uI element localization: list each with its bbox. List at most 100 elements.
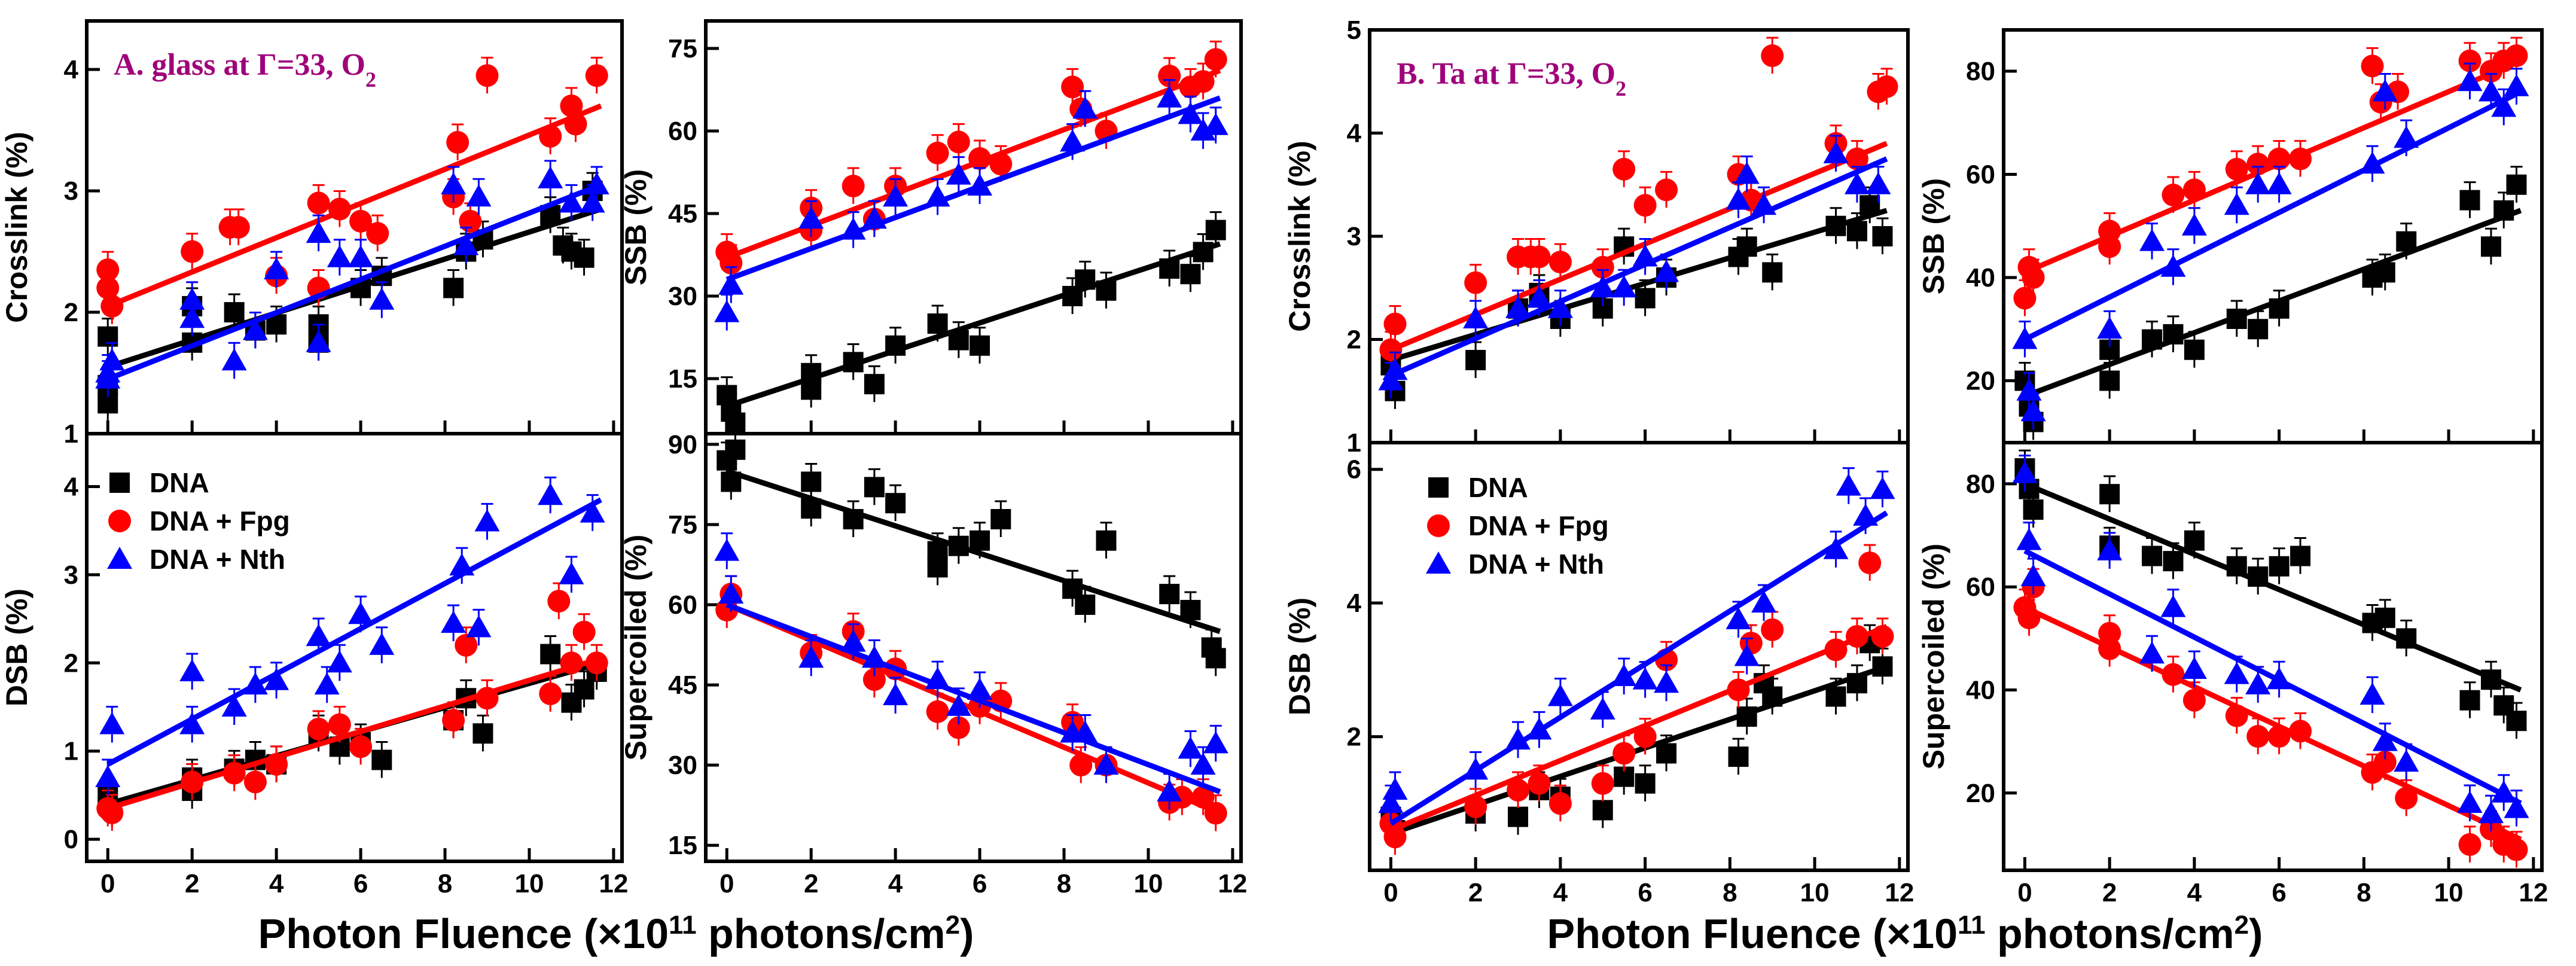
fit-line [1390, 208, 1888, 363]
data-point [2162, 184, 2185, 206]
series-dna-fpg [2013, 36, 2528, 316]
data-point [1528, 245, 1551, 269]
plot-frame [2002, 28, 2544, 444]
fit-line [725, 241, 1221, 409]
data-point [1378, 791, 1404, 813]
data-point [441, 172, 467, 194]
y-tick-label: 15 [668, 831, 697, 860]
data-point [720, 251, 743, 275]
plot-frame [1368, 28, 1910, 444]
data-point [1096, 530, 1117, 551]
data-point [927, 541, 948, 562]
data-point [2269, 556, 2290, 577]
data-point [348, 602, 374, 624]
series-dna-fpg [715, 575, 1227, 831]
data-point [2289, 147, 2312, 170]
data-point [2457, 69, 2483, 92]
data-point [1191, 70, 1215, 93]
data-point [2224, 193, 2249, 215]
series-dna [717, 434, 1226, 676]
data-point [2226, 556, 2247, 577]
data-point [2359, 151, 2385, 174]
data-point [1612, 157, 1636, 181]
data-point [2246, 725, 2270, 748]
data-point [574, 247, 595, 268]
y-axis-label: Crosslink (%) [0, 132, 33, 323]
plot-frame [704, 432, 1243, 863]
data-point [2098, 621, 2121, 645]
y-tick-label: 2 [64, 298, 78, 327]
panel-ta_dsb: 2 4 6 0 2 4 6 8 10 12 DSB (%) [1283, 441, 1914, 907]
data-point [1762, 262, 1783, 283]
data-point [1751, 193, 1777, 215]
y-tick-label: 3 [64, 560, 78, 590]
data-point [306, 330, 331, 352]
data-point [2459, 690, 2480, 711]
series-dna-fpg [715, 40, 1227, 281]
data-point [2504, 796, 2529, 818]
data-point [559, 190, 584, 213]
data-point [2016, 378, 2042, 401]
x-tick-label: 2 [1468, 878, 1483, 907]
data-point [2023, 499, 2044, 520]
x-tick-label: 8 [1723, 878, 1737, 907]
series-dna [717, 211, 1226, 434]
data-point [2478, 79, 2504, 102]
y-tick-label: 2 [1347, 325, 1361, 355]
data-point [2267, 147, 2291, 170]
data-point [366, 222, 389, 245]
data-point [1823, 537, 1849, 559]
data-point [224, 302, 245, 323]
data-point [2245, 672, 2271, 694]
data-point [840, 629, 866, 652]
series-dna-nth [95, 160, 609, 397]
data-point [1464, 271, 1487, 294]
data-point [946, 693, 971, 716]
data-point [801, 498, 822, 519]
legend-marker [1428, 477, 1449, 498]
data-point [1824, 638, 1848, 662]
data-point [2097, 316, 2123, 339]
data-point [2098, 235, 2121, 258]
data-point [2142, 546, 2163, 566]
data-point [1505, 727, 1531, 750]
data-point [227, 216, 250, 239]
x-axis-label-exp2: 2 [946, 910, 960, 940]
data-point [1654, 671, 1679, 693]
data-point [970, 335, 990, 356]
data-point [2097, 538, 2123, 560]
panel-title-main: A. glass at Γ=33, O [114, 48, 365, 82]
data-point [2459, 190, 2480, 211]
data-point [2099, 484, 2120, 505]
x-axis-label-tail: photons/cm [697, 910, 946, 957]
data-point [327, 650, 352, 673]
data-point [1751, 590, 1777, 613]
data-point [179, 287, 205, 310]
data-point [1844, 172, 1870, 194]
data-point [927, 313, 948, 334]
data-point [475, 687, 499, 710]
data-point [2394, 126, 2419, 148]
data-point [2139, 228, 2165, 251]
x-tick-label: 10 [1133, 869, 1163, 898]
data-point [539, 124, 562, 148]
data-point [1872, 226, 1893, 246]
data-point [474, 509, 500, 532]
y-tick-label: 6 [1347, 455, 1361, 484]
data-point [1382, 777, 1408, 800]
data-point [540, 644, 561, 665]
data-point [2248, 319, 2269, 340]
data-point [1159, 584, 1180, 605]
data-point [1592, 800, 1613, 821]
data-point [441, 610, 467, 633]
legend-marker [109, 473, 130, 493]
legend-label: DNA + Fpg [150, 505, 290, 537]
data-point [2266, 172, 2292, 194]
data-point [466, 615, 492, 638]
plot-frame [2002, 441, 2544, 872]
data-point [369, 287, 395, 310]
data-point [538, 483, 563, 505]
data-point [1205, 220, 1226, 240]
data-point [1846, 673, 1867, 694]
data-point [714, 538, 740, 561]
